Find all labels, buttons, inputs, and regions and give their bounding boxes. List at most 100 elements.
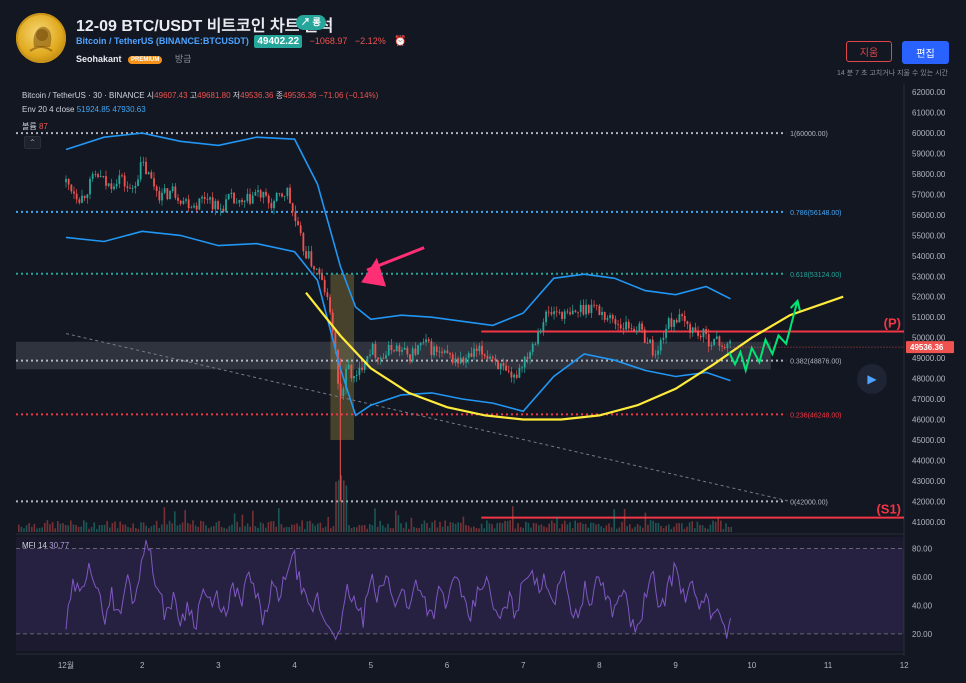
volume-bar [187, 522, 189, 532]
candle [459, 357, 462, 364]
volume-bar [129, 527, 132, 532]
candle [505, 365, 507, 371]
volume-bar [462, 516, 465, 532]
candle [462, 357, 465, 363]
candle [651, 339, 654, 356]
play-icon[interactable]: ▶ [857, 364, 887, 394]
price-axis-tick: 54000.00 [912, 252, 946, 261]
avatar[interactable] [16, 13, 66, 63]
high-value: 49681.80 [197, 91, 231, 100]
volume-bar [254, 525, 257, 532]
volume-bar [603, 528, 605, 532]
candle [118, 175, 121, 184]
price-axis-tick: 45000.00 [912, 436, 946, 445]
candle [121, 175, 123, 177]
volume-bar [249, 526, 251, 532]
candle [662, 337, 665, 341]
candle [622, 328, 625, 330]
volume-bar [642, 527, 644, 532]
volume-bar [319, 522, 322, 532]
volume-bar [340, 475, 342, 532]
volume-bar [272, 521, 275, 532]
volume-bar [293, 524, 296, 532]
volume-bar [530, 527, 532, 532]
envelope-upper-line [65, 132, 731, 327]
volume-bar [626, 526, 628, 532]
volume-bar [176, 525, 179, 532]
volume-bar [246, 523, 249, 532]
delete-button[interactable]: 지움 [846, 41, 892, 62]
candle [603, 311, 606, 320]
volume-bar [678, 523, 680, 532]
alarm-clock-icon[interactable]: ⏰ [394, 36, 407, 47]
volume-bar [350, 528, 353, 532]
volume-bar [137, 528, 140, 532]
candle [713, 338, 715, 346]
price-axis-tick: 42000.00 [912, 497, 946, 506]
volume-bar [207, 528, 210, 532]
close-value: 49536.36 [283, 91, 317, 100]
volume-bar [720, 520, 722, 532]
candle [681, 314, 683, 317]
volume-bar [423, 520, 426, 532]
candle [497, 360, 499, 370]
candle [155, 186, 158, 192]
volume-bar [111, 523, 114, 532]
candle [625, 321, 627, 330]
volume-bar [691, 521, 693, 532]
candle [561, 312, 563, 319]
candle [249, 193, 251, 204]
volume-bar [444, 520, 446, 532]
candle [275, 193, 278, 201]
volume-bar [415, 527, 418, 532]
volume-bar [168, 520, 171, 532]
volume-bar [525, 521, 527, 532]
volume-bar [18, 524, 20, 532]
price-axis-tick: 53000.00 [912, 272, 946, 281]
mfi-value: 30.77 [49, 541, 70, 550]
candle [657, 350, 659, 355]
candle [342, 388, 345, 396]
author-name[interactable]: Seohakant [76, 54, 122, 64]
volume-bar [595, 524, 597, 532]
time-axis-tick: 3 [216, 661, 221, 670]
volume-bar [98, 525, 101, 532]
projection-arrowhead [789, 298, 801, 311]
symbol-name-link[interactable]: Bitcoin / TetherUS [76, 36, 154, 46]
volume-bar [629, 524, 631, 532]
volume-bar [675, 523, 678, 532]
volume-bar [374, 508, 376, 532]
time-axis-tick: 6 [445, 661, 450, 670]
volume-bar [582, 523, 584, 532]
volume-bar [77, 526, 80, 532]
volume-bar [119, 521, 121, 532]
volume-bar [236, 521, 238, 532]
volume-bar [579, 522, 582, 532]
candle [222, 208, 225, 212]
candle [523, 356, 526, 368]
candle [113, 186, 115, 190]
candle [73, 191, 75, 194]
volume-bar [345, 485, 348, 532]
volume-bar [519, 527, 522, 532]
edit-button[interactable]: 편집 [902, 41, 949, 64]
candle [563, 311, 566, 319]
candle [729, 341, 731, 344]
symbol-code-link[interactable]: (BINANCE:BTCUSDT) [155, 36, 249, 46]
volume-bar [46, 520, 49, 532]
candle [337, 349, 339, 384]
fib-level-label: 1(60000.00) [790, 131, 828, 138]
collapse-legend-button[interactable]: ⌃ [24, 136, 41, 149]
candle [366, 355, 369, 364]
volume-bar [483, 528, 485, 532]
volume-bar [470, 527, 472, 532]
candle [521, 367, 523, 369]
candle [526, 356, 529, 359]
volume-bar [447, 526, 449, 532]
candle [587, 304, 590, 314]
volume-bar [402, 528, 405, 532]
price-axis-tick: 50000.00 [912, 334, 946, 343]
candle [187, 199, 190, 209]
volume-bar [327, 516, 329, 532]
